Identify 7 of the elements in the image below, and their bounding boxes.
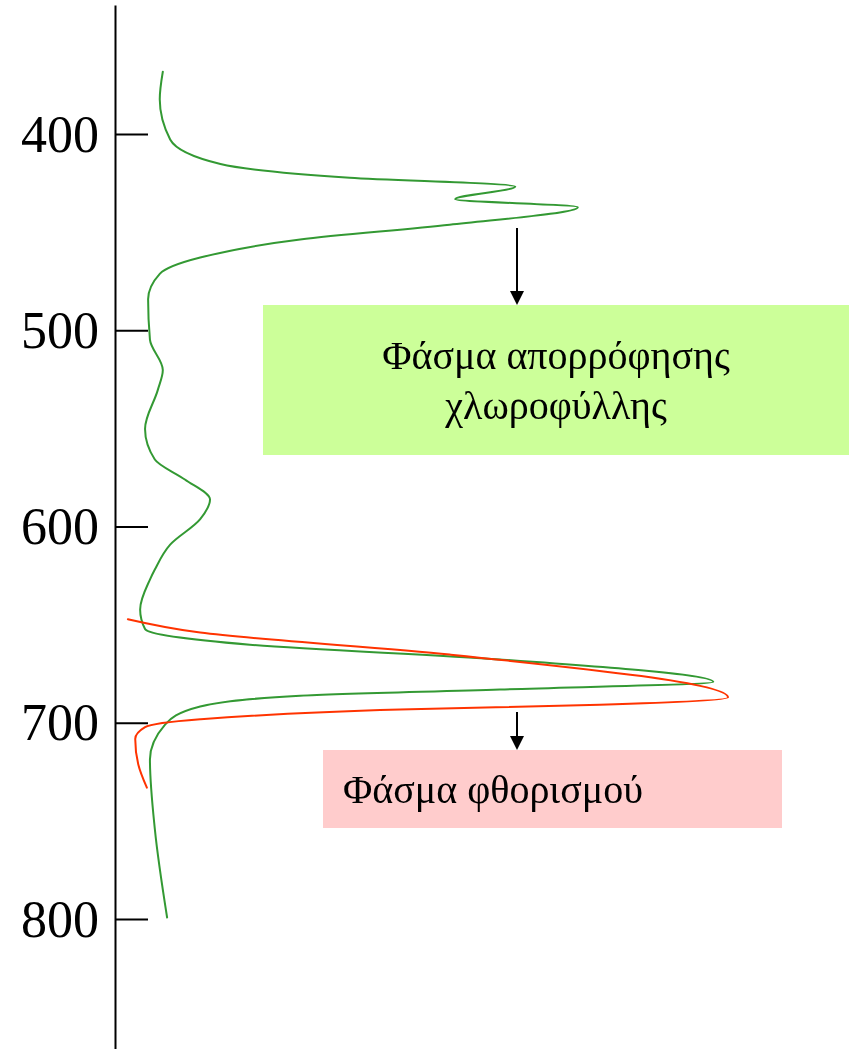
y-tick-label: 800 (21, 890, 99, 948)
y-tick-label: 500 (21, 301, 99, 359)
y-tick-label: 600 (21, 498, 99, 556)
y-tick-label: 700 (21, 694, 99, 752)
text: Φάσμα απορρόφησης χλωροφύλλης (382, 333, 730, 428)
series-label: Φάσμα φθορισμού (343, 767, 643, 812)
y-tick-label: 400 (21, 105, 99, 163)
